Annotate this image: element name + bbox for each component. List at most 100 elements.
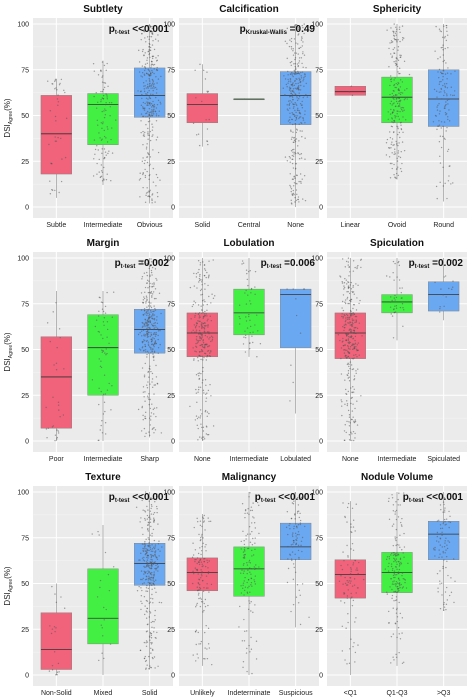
data-point [153, 580, 155, 583]
x-tick-label: Intermediate [84, 222, 123, 229]
data-point [293, 153, 295, 155]
data-point [242, 572, 245, 575]
data-point [439, 524, 442, 526]
data-point [287, 78, 289, 81]
data-point [152, 576, 154, 579]
data-point [352, 284, 354, 287]
data-point [348, 351, 350, 354]
data-point [60, 180, 63, 183]
data-point [152, 427, 154, 430]
data-point [353, 347, 356, 349]
data-point [144, 417, 146, 420]
data-point [397, 115, 399, 118]
data-point [400, 128, 403, 130]
data-point [152, 111, 154, 113]
data-point [149, 583, 151, 585]
data-point [294, 140, 297, 143]
data-point [289, 61, 292, 64]
data-point [192, 347, 194, 349]
data-point [401, 110, 404, 112]
data-point [104, 352, 106, 354]
data-point [147, 587, 150, 590]
data-point [203, 657, 205, 660]
data-point [393, 591, 395, 593]
data-point [389, 42, 391, 44]
data-point [149, 573, 152, 575]
data-point [348, 414, 351, 416]
data-point [389, 276, 391, 278]
data-point [443, 601, 445, 604]
data-point [145, 331, 148, 333]
data-point [401, 287, 403, 289]
data-point [391, 167, 393, 170]
data-point [390, 108, 392, 111]
data-point [153, 285, 155, 287]
data-point [348, 434, 351, 436]
data-point [344, 582, 347, 585]
p-subscript: t-test [115, 498, 130, 504]
data-point [340, 564, 342, 567]
data-point [147, 344, 150, 347]
data-point [436, 197, 438, 200]
data-point [391, 594, 394, 597]
data-point [152, 577, 154, 580]
data-point [145, 300, 147, 303]
data-point [434, 114, 437, 117]
data-point [295, 314, 298, 317]
data-point [202, 322, 205, 325]
data-point [142, 559, 145, 561]
data-point [149, 534, 151, 536]
data-point [101, 432, 104, 434]
data-point [251, 585, 253, 587]
data-point [203, 609, 205, 612]
data-point [292, 50, 294, 52]
data-point [210, 340, 212, 343]
data-point [148, 79, 151, 81]
data-point [148, 543, 150, 545]
data-point [444, 552, 446, 554]
data-point [204, 310, 206, 313]
data-point [145, 93, 147, 95]
data-point [247, 587, 249, 589]
data-point [393, 144, 395, 146]
data-point [389, 136, 392, 139]
data-point [242, 582, 245, 584]
data-point [200, 423, 202, 425]
data-point [150, 60, 153, 63]
data-point [347, 589, 349, 591]
data-point [396, 28, 398, 30]
data-point [308, 616, 310, 618]
data-point [289, 122, 291, 124]
data-point [157, 347, 160, 349]
data-point [159, 179, 161, 181]
data-point [150, 579, 152, 581]
data-point [284, 156, 287, 158]
data-point [150, 550, 153, 552]
data-point [438, 76, 440, 79]
data-point [244, 550, 246, 552]
data-point [148, 376, 150, 378]
data-point [347, 261, 350, 263]
data-point [246, 327, 249, 329]
data-point [440, 146, 443, 149]
data-point [250, 568, 253, 570]
data-point [249, 562, 252, 564]
data-point [395, 34, 397, 36]
data-point [149, 36, 151, 38]
data-point [443, 603, 445, 606]
data-point [403, 60, 406, 63]
data-point [292, 563, 295, 565]
data-point [201, 436, 204, 438]
data-point [249, 541, 252, 544]
data-point [154, 554, 156, 556]
data-point [393, 580, 395, 582]
data-point [300, 39, 303, 41]
data-point [195, 558, 197, 561]
data-point [251, 509, 254, 512]
data-point [347, 556, 349, 558]
data-point [292, 503, 295, 505]
data-point [146, 24, 149, 27]
data-point [393, 102, 395, 104]
data-point [342, 325, 344, 328]
